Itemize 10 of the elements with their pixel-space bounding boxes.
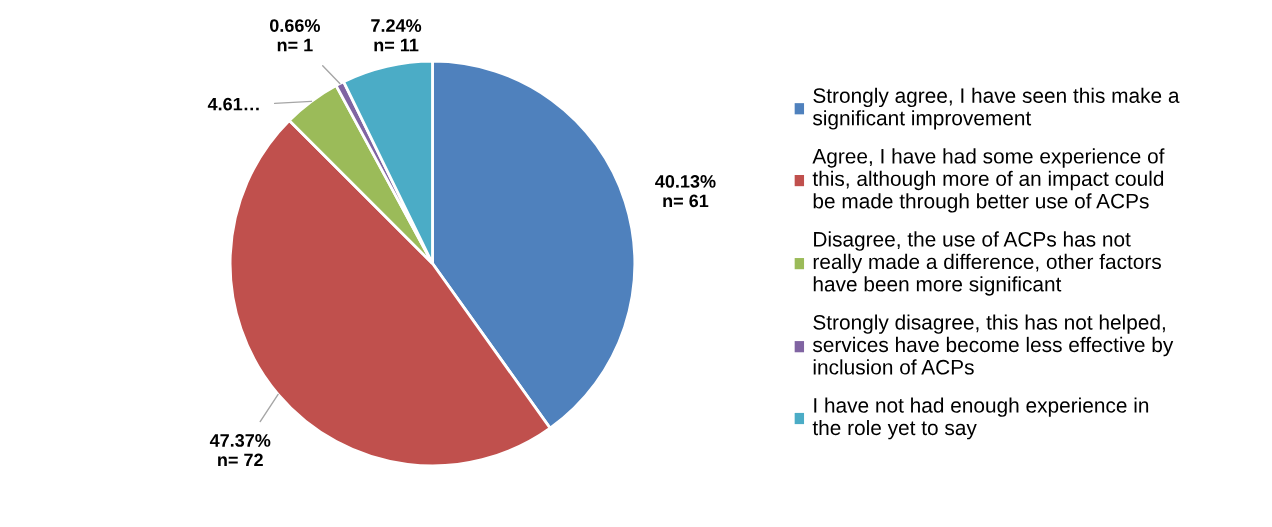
data-label: 40.13% n= 61 — [655, 175, 716, 208]
legend-label: Disagree, the use of ACPs has not really made a difference, other factors have been more significant — [813, 231, 1161, 296]
legend-label: Strongly disagree, this has not helped, services have become less effective by inclusion of ACPs — [812, 314, 1174, 375]
legend-label: I have not had enough experience in the role yet to say — [812, 397, 1149, 440]
data-label: 0.66% n= 1 — [269, 19, 320, 52]
legend-label: Agree, I have had some experience of this, although more of an impact could be made through better use of ACPs — [812, 148, 1165, 213]
data-label: 47.37% n= 72 — [209, 434, 271, 467]
legend-label: Strongly agree, I have seen this make a significant improvement — [812, 87, 1180, 130]
data-label: 4.61… — [207, 97, 259, 111]
data-label: 7.24% n= 11 — [371, 19, 422, 52]
